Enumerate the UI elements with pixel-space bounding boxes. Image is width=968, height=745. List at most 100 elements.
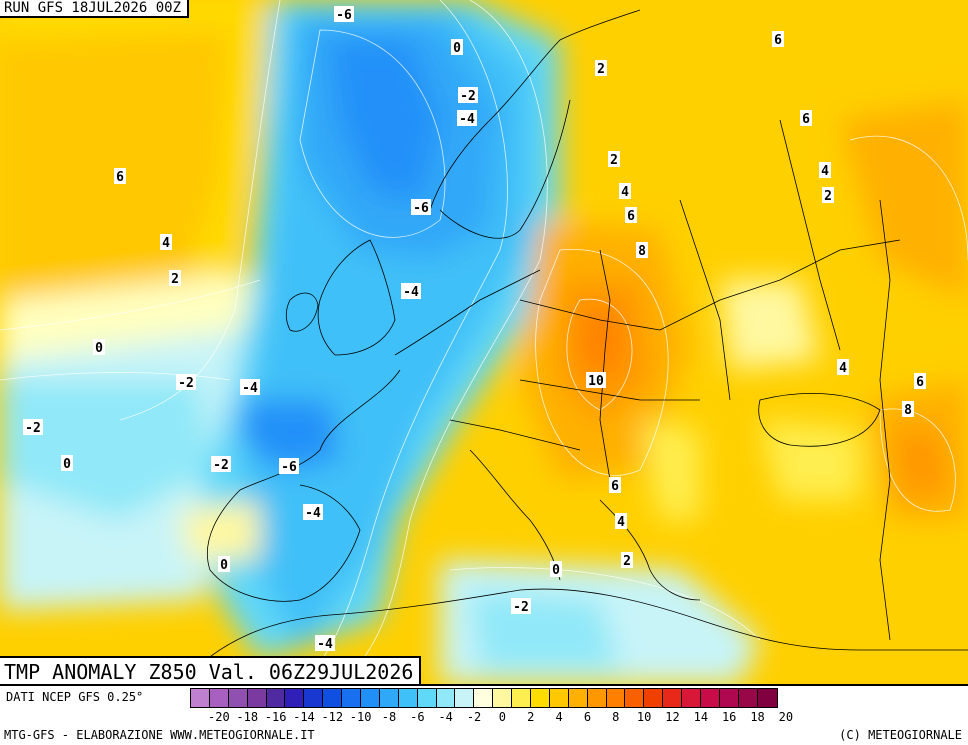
contour-label: 4 <box>621 185 629 200</box>
contour-label: 4 <box>162 236 170 251</box>
coastlines <box>179 9 968 684</box>
legend-tick-label: -10 <box>349 710 372 724</box>
legend-swatch <box>436 689 456 707</box>
legend-swatch <box>606 689 626 707</box>
contour-label: 6 <box>802 112 810 127</box>
footer-copyright: (C) METEOGIORNALE <box>839 728 962 742</box>
contour-label-bg <box>772 31 784 47</box>
legend-swatch <box>738 689 758 707</box>
legend-swatch <box>757 689 777 707</box>
contour-label: -4 <box>403 285 419 300</box>
legend-tick-label: 10 <box>636 710 652 724</box>
legend-swatch <box>549 689 569 707</box>
legend-tick-label: 4 <box>555 710 563 724</box>
contour-label: 6 <box>116 170 124 185</box>
legend-tick-label: -12 <box>321 710 344 724</box>
legend-swatch <box>342 689 362 707</box>
contour-label-bg <box>609 477 621 493</box>
contour-label-bg <box>511 598 531 614</box>
legend-swatch <box>493 689 513 707</box>
contour-label-bg <box>457 110 477 126</box>
contour-label-bg <box>608 151 620 167</box>
contour-label-bg <box>160 234 172 250</box>
legend-swatch <box>701 689 720 707</box>
contour-label-bg <box>800 110 812 126</box>
contour-label: 4 <box>617 515 625 530</box>
contour-label: -2 <box>25 421 41 436</box>
contour-label-bg <box>837 359 849 375</box>
contour-label: 6 <box>611 479 619 494</box>
contour-label: 10 <box>588 374 604 389</box>
anomaly-map: -6 0 6 6 2 -2 -4 6 2 4 2 -6 4 6 4 2 8 -4 0 10 -2 -4 4 6 -2 8 0 -2 -6… <box>0 0 968 684</box>
legend-swatch <box>398 689 418 707</box>
legend-tick-label: 2 <box>527 710 535 724</box>
footer-credit: MTG-GFS - ELABORAZIONE WWW.METEOGIORNALE… <box>4 728 315 742</box>
contour-label: -4 <box>242 381 258 396</box>
contour-label: 0 <box>95 341 103 356</box>
contour-label-bg <box>621 552 633 568</box>
contour-label: 6 <box>627 209 635 224</box>
contour-label-bg <box>902 401 914 417</box>
contour-label: 2 <box>610 153 618 168</box>
legend-swatch <box>644 689 664 707</box>
contour-label-bg <box>586 372 606 388</box>
legend-swatch <box>455 689 475 707</box>
legend-tick-label: 14 <box>693 710 709 724</box>
legend-tick-label: -6 <box>410 710 425 724</box>
legend-swatch <box>587 689 607 707</box>
run-label: RUN GFS 18JUL2026 00Z <box>0 0 190 18</box>
contour-label: 4 <box>821 164 829 179</box>
contour-label-bg <box>61 455 73 471</box>
contour-labels: -6 0 6 6 2 -2 -4 6 2 4 2 -6 4 6 4 2 8 -4 0 10 -2 -4 4 6 -2 8 0 -2 -6… <box>23 6 926 652</box>
legend-tick-label: 8 <box>612 710 620 724</box>
contour-label-bg <box>615 513 627 529</box>
contour-label: 2 <box>171 272 179 287</box>
legend-swatch <box>228 689 248 707</box>
legend-swatch <box>625 689 645 707</box>
source-text: DATI NCEP GFS 0.25° <box>6 690 144 704</box>
legend-swatch <box>266 689 286 707</box>
legend-tick-label: -18 <box>236 710 259 724</box>
legend-swatch <box>209 689 229 707</box>
legend-swatch <box>663 689 683 707</box>
legend-swatch <box>323 689 343 707</box>
legend-tick-label: 16 <box>721 710 737 724</box>
legend-swatch <box>191 689 210 707</box>
contour-label: -2 <box>513 600 529 615</box>
legend-swatch <box>682 689 702 707</box>
contour-label-bg <box>315 635 335 651</box>
legend-tick-label: -4 <box>438 710 453 724</box>
contour-label: 0 <box>552 563 560 578</box>
contour-label-bg <box>279 458 299 474</box>
contour-label-bg <box>334 6 354 22</box>
legend-swatch <box>474 689 494 707</box>
contour-label-bg <box>451 39 463 55</box>
contour-label: -2 <box>178 376 194 391</box>
contour-label-bg <box>93 339 105 355</box>
color-scale-labels: -20 -18 -16 -14 -12 -10 -8 -6 -4 -2 0 2 4 6 8 10 12 14 16 1… <box>190 710 966 726</box>
contour-label: -2 <box>460 89 476 104</box>
contour-label: -4 <box>305 506 321 521</box>
contour-label: 4 <box>839 361 847 376</box>
contour-label: 8 <box>904 403 912 418</box>
contour-label-bg <box>23 419 43 435</box>
contour-lines <box>0 0 968 684</box>
contour-label: -6 <box>281 460 297 475</box>
contour-label: 6 <box>916 375 924 390</box>
contour-label-bg <box>303 504 323 520</box>
contour-label-bg <box>625 207 637 223</box>
contour-label-bg <box>458 87 478 103</box>
legend-swatch <box>512 689 532 707</box>
contour-label-bg <box>114 168 126 184</box>
anomaly-fill <box>0 0 968 684</box>
contour-label: 2 <box>597 62 605 77</box>
contour-label-bg <box>914 373 926 389</box>
legend-swatch <box>719 689 739 707</box>
contour-label: 2 <box>623 554 631 569</box>
contour-label-bg <box>218 556 230 572</box>
color-scale <box>190 688 778 708</box>
contour-label-bg <box>822 187 834 203</box>
contour-label-bg <box>240 379 260 395</box>
bottom-bar: DATI NCEP GFS 0.25° -20 -18 -16 -14 -12 -10 -8… <box>0 684 968 745</box>
contour-label-bg <box>595 60 607 76</box>
